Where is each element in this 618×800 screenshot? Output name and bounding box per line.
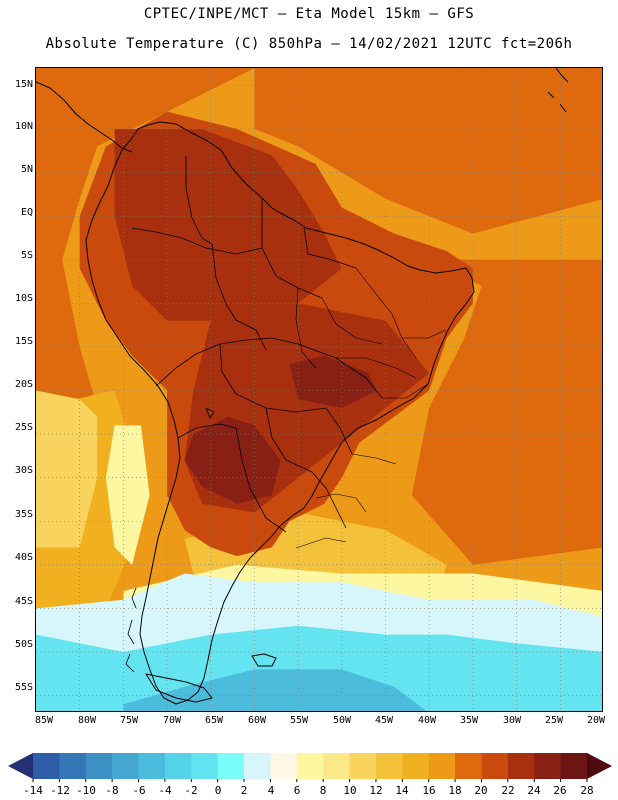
country-borders	[131, 156, 383, 533]
south-america-coastline	[85, 121, 475, 705]
temp-region-tropical-atlantic-warm	[254, 68, 602, 234]
lat-label-10s: 10S	[14, 293, 33, 304]
temp-region-pacific-coastal-pale	[105, 425, 150, 565]
colorbar-swatch	[164, 753, 192, 779]
lon-label-75w: 75W	[119, 715, 139, 726]
temperature-map-svg	[36, 68, 602, 711]
colorbar-label: -4	[158, 784, 172, 797]
lon-label-35w: 35W	[459, 715, 479, 726]
colorbar-label: -12	[50, 784, 70, 797]
colorbar-label: -6	[132, 784, 146, 797]
falkland-islands	[251, 653, 277, 667]
colorbar-swatch	[112, 753, 140, 779]
lon-label-55w: 55W	[289, 715, 309, 726]
colorbar-swatch	[375, 753, 403, 779]
lat-label-5n: 5N	[20, 164, 33, 175]
colorbar-left-arrow	[8, 753, 33, 779]
lat-label-40s: 40S	[14, 552, 33, 563]
lon-label-65w: 65W	[204, 715, 224, 726]
state-borders	[295, 267, 447, 549]
colorbar-label: 8	[319, 784, 327, 797]
colorbar-swatch	[270, 753, 298, 779]
colorbar-swatch	[560, 753, 588, 779]
colorbar-label: -14	[23, 784, 43, 797]
temp-region-chile-coast-cool	[36, 390, 98, 548]
colorbar-swatch	[138, 753, 166, 779]
lon-label-80w: 80W	[77, 715, 97, 726]
lat-label-10n: 10N	[14, 121, 33, 132]
temp-region-drake-passage-coldest	[123, 669, 427, 711]
colorbar-label: 6	[293, 784, 301, 797]
temperature-map	[35, 67, 603, 712]
temperature-colorbar	[8, 753, 612, 782]
tierra-del-fuego	[145, 673, 213, 703]
lon-label-70w: 70W	[162, 715, 182, 726]
lat-label-30s: 30S	[14, 465, 33, 476]
lon-label-50w: 50W	[332, 715, 352, 726]
temp-region-amazon-warm-band	[114, 129, 342, 321]
colorbar-label: 12	[369, 784, 383, 797]
temp-region-pacific-warm-belt	[36, 68, 255, 435]
lon-label-25w: 25W	[544, 715, 564, 726]
colorbar-swatch	[217, 753, 245, 779]
colorbar-right-arrow	[587, 753, 612, 779]
lat-label-5s: 5S	[20, 250, 33, 261]
map-title-variable: Absolute Temperature (C) 850hPa – 14/02/…	[45, 36, 573, 52]
colorbar-swatch	[323, 753, 351, 779]
colorbar-label: 10	[343, 784, 357, 797]
colorbar-swatch	[244, 753, 271, 779]
colorbar-label: 28	[580, 784, 594, 797]
lat-label-45s: 45S	[14, 596, 33, 607]
lon-label-45w: 45W	[374, 715, 394, 726]
lon-label-60w: 60W	[247, 715, 267, 726]
colorbar-label: 0	[214, 784, 222, 797]
colorbar-swatch	[481, 753, 509, 779]
colorbar-swatch	[59, 753, 87, 779]
colorbar-swatch	[191, 753, 219, 779]
lake-titicaca	[205, 407, 215, 419]
colorbar-label: -8	[105, 784, 119, 797]
colorbar-label: 2	[240, 784, 248, 797]
lat-label-15n: 15N	[14, 79, 33, 90]
colorbar-swatch	[85, 753, 113, 779]
colorbar-swatch	[349, 753, 377, 779]
temp-region-mato-grosso-hot-core	[289, 355, 377, 408]
colorbar-label: 18	[448, 784, 462, 797]
central-america-coastline	[36, 81, 133, 153]
lat-label-50s: 50S	[14, 639, 33, 650]
colorbar-label: 4	[267, 784, 275, 797]
colorbar-swatch	[428, 753, 456, 779]
colorbar-swatch	[507, 753, 535, 779]
colorbar-label: 16	[422, 784, 436, 797]
lon-label-40w: 40W	[417, 715, 437, 726]
lon-label-85w: 85W	[34, 715, 54, 726]
coastlines-and-borders	[36, 68, 569, 705]
lat-label-35s: 35S	[14, 509, 33, 520]
lon-label-20w: 20W	[586, 715, 606, 726]
colorbar-label: 14	[395, 784, 409, 797]
lat-label-20s: 20S	[14, 379, 33, 390]
colorbar-label: 24	[527, 784, 541, 797]
colorbar-label: -2	[184, 784, 198, 797]
caribbean-islands	[547, 68, 569, 113]
colorbar-label: 22	[501, 784, 515, 797]
map-title-source: CPTEC/INPE/MCT – Eta Model 15km – GFS	[143, 6, 475, 22]
colorbar-swatch	[455, 753, 482, 779]
colorbar-swatch	[296, 753, 324, 779]
lat-label-15s: 15S	[14, 336, 33, 347]
lat-label-55s: 55S	[14, 682, 33, 693]
lat-label-eq: EQ	[20, 207, 33, 218]
colorbar-label: 20	[474, 784, 488, 797]
temp-region-subtropical-atlantic	[411, 259, 602, 565]
colorbar-swatch	[534, 753, 562, 779]
colorbar-swatch	[33, 753, 60, 779]
colorbar-label: -10	[76, 784, 96, 797]
colorbar-label: 26	[553, 784, 567, 797]
lon-label-30w: 30W	[502, 715, 522, 726]
lat-label-25s: 25S	[14, 422, 33, 433]
colorbar-swatch	[402, 753, 430, 779]
chile-archipelago	[125, 587, 137, 673]
temp-region-chaco-pampas-hottest	[184, 416, 281, 504]
